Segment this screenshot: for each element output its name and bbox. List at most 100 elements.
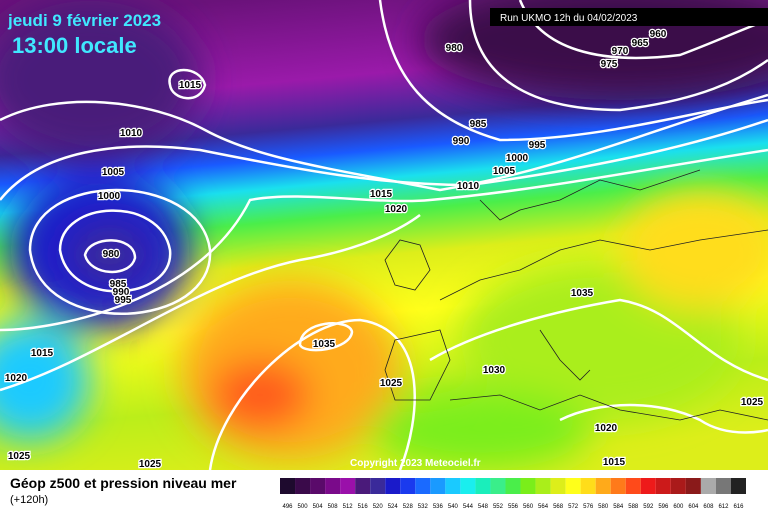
legend-label: 600 xyxy=(673,504,684,510)
isobar-label: 1020 xyxy=(385,204,408,215)
isobar-label: 1015 xyxy=(603,457,626,468)
isobar-label: 985 xyxy=(110,279,127,290)
isobar-label: 1000 xyxy=(98,191,121,202)
legend-label: 560 xyxy=(523,504,534,510)
isobar-label: 990 xyxy=(453,136,470,147)
legend-swatch xyxy=(535,478,551,494)
isobar-label: 1015 xyxy=(31,348,54,359)
isobar-label: 1005 xyxy=(102,167,125,178)
isobar-label: 1005 xyxy=(493,166,516,177)
isobar-label: 990 xyxy=(113,287,130,298)
legend-swatch xyxy=(385,478,401,494)
isobar-label: 1020 xyxy=(595,423,618,434)
legend-title: Géop z500 et pression niveau mer xyxy=(10,475,237,491)
legend-swatch xyxy=(610,478,626,494)
legend-label: 548 xyxy=(478,504,489,510)
legend-label: 596 xyxy=(658,504,669,510)
legend-swatch xyxy=(730,478,746,494)
legend-label: 520 xyxy=(373,504,384,510)
isobar-label: 1000 xyxy=(506,153,529,164)
isobar-label: 1035 xyxy=(571,288,594,299)
legend-swatch xyxy=(670,478,686,494)
isobar-label: 975 xyxy=(601,59,618,70)
legend-swatch xyxy=(595,478,611,494)
legend-swatch xyxy=(580,478,596,494)
legend-subtitle: (+120h) xyxy=(10,494,48,506)
legend-label: 500 xyxy=(298,504,309,510)
time: 13:00 locale xyxy=(12,33,137,58)
legend-label: 604 xyxy=(688,504,699,510)
legend-label: 580 xyxy=(598,504,609,510)
legend-label: 532 xyxy=(418,504,429,510)
legend-label: 612 xyxy=(718,504,729,510)
legend-label: 584 xyxy=(613,504,624,510)
legend-label: 552 xyxy=(493,504,504,510)
legend-label: 512 xyxy=(343,504,354,510)
isobar-label: 1015 xyxy=(370,189,393,200)
copyright: Copyright 2023 Meteociel.fr xyxy=(350,458,481,469)
legend-swatch xyxy=(625,478,641,494)
legend-label: 564 xyxy=(538,504,549,510)
legend-swatch xyxy=(295,478,311,494)
isobar-label: 980 xyxy=(446,43,463,54)
legend-label: 576 xyxy=(583,504,594,510)
legend-label: 588 xyxy=(628,504,639,510)
legend-swatch xyxy=(430,478,446,494)
legend-swatch xyxy=(310,478,326,494)
isobar-label: 965 xyxy=(632,38,649,49)
isobar-label: 995 xyxy=(529,140,546,151)
isobar-label: 1020 xyxy=(5,373,28,384)
legend-label: 544 xyxy=(463,504,474,510)
legend-label: 524 xyxy=(388,504,399,510)
isobar-label: 1025 xyxy=(139,459,162,470)
legend-label: 572 xyxy=(568,504,579,510)
isobar-label: 980 xyxy=(103,249,120,260)
legend-swatch xyxy=(460,478,476,494)
legend-label: 556 xyxy=(508,504,519,510)
legend-swatch xyxy=(370,478,386,494)
isobar-label: 1025 xyxy=(741,397,764,408)
legend-swatch xyxy=(520,478,536,494)
legend-label: 608 xyxy=(703,504,714,510)
legend-label: 516 xyxy=(358,504,369,510)
legend-swatch xyxy=(325,478,341,494)
legend-swatch xyxy=(355,478,371,494)
coastlines xyxy=(384,169,768,421)
legend-label: 528 xyxy=(403,504,414,510)
legend-swatch xyxy=(700,478,716,494)
legend-label: 568 xyxy=(553,504,564,510)
legend-swatch xyxy=(685,478,701,494)
legend-label: 496 xyxy=(283,504,294,510)
legend-swatch xyxy=(640,478,656,494)
isobar-label: 970 xyxy=(612,46,629,57)
run-label: Run UKMO 12h du 04/02/2023 xyxy=(500,13,638,24)
legend-swatch xyxy=(415,478,431,494)
isobar-label: 1010 xyxy=(120,128,143,139)
legend-swatch xyxy=(340,478,356,494)
fields xyxy=(0,0,768,470)
isobar-label: 960 xyxy=(650,29,667,40)
legend-swatch xyxy=(565,478,581,494)
legend-swatch xyxy=(655,478,671,494)
isobar-label: 1025 xyxy=(380,378,403,389)
isobar-label: 1030 xyxy=(483,365,506,376)
legend-swatch xyxy=(280,478,296,494)
legend-label: 616 xyxy=(733,504,744,510)
isobar-label: 995 xyxy=(115,295,132,306)
legend-swatch xyxy=(490,478,506,494)
legend-swatch xyxy=(715,478,731,494)
legend-swatch xyxy=(475,478,491,494)
isobar-label: 1035 xyxy=(313,339,336,350)
isobar-label: 1010 xyxy=(457,181,480,192)
legend-label: 504 xyxy=(313,504,324,510)
run-box xyxy=(490,8,768,26)
legend-label: 508 xyxy=(328,504,339,510)
legend-label: 592 xyxy=(643,504,654,510)
legend-label: 536 xyxy=(433,504,444,510)
legend-label: 540 xyxy=(448,504,459,510)
isobar-label: 1025 xyxy=(8,451,31,462)
isobar-label: 1015 xyxy=(179,80,202,91)
legend-swatch xyxy=(550,478,566,494)
